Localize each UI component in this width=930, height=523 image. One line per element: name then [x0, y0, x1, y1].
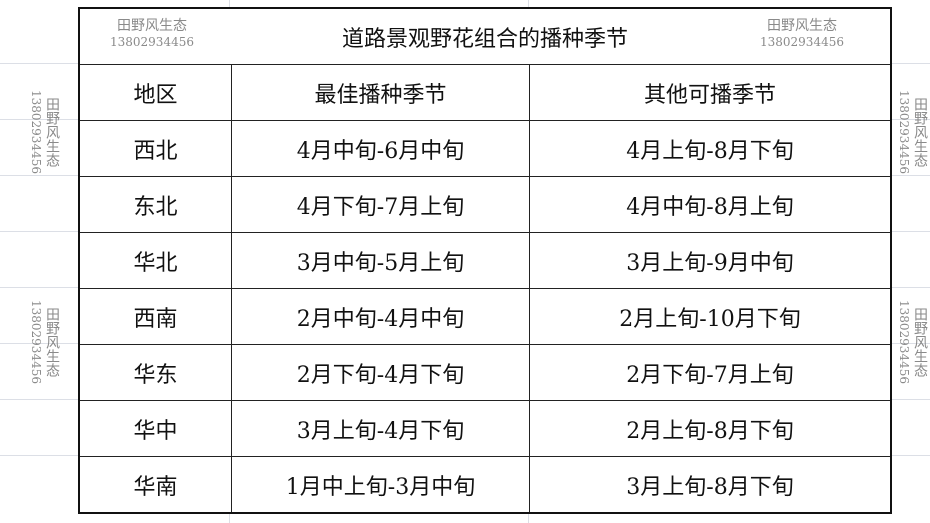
- header-row: 地区 最佳播种季节 其他可播季节: [78, 64, 892, 121]
- cell-best-season[interactable]: 2月中旬-4月中旬: [231, 288, 530, 345]
- table-row: 华北 3月中旬-5月上旬 3月上旬-9月中旬: [78, 232, 892, 289]
- cell-region[interactable]: 华南: [78, 456, 232, 514]
- watermark: 田野风生态 13802934456: [28, 300, 60, 384]
- title-row: 道路景观野花组合的播种季节: [78, 7, 892, 65]
- watermark: 田野风生态 13802934456: [896, 300, 928, 384]
- watermark-phone: 13802934456: [897, 90, 911, 174]
- cell-region[interactable]: 西南: [78, 288, 232, 345]
- cell-region[interactable]: 西北: [78, 120, 232, 177]
- cell-other-season[interactable]: 3月上旬-9月中旬: [529, 232, 892, 289]
- cell-best-season[interactable]: 3月上旬-4月下旬: [231, 400, 530, 457]
- cell-other-season[interactable]: 3月上旬-8月下旬: [529, 456, 892, 514]
- cell-best-season[interactable]: 2月下旬-4月下旬: [231, 344, 530, 401]
- cell-best-season[interactable]: 4月下旬-7月上旬: [231, 176, 530, 233]
- table-row: 华东 2月下旬-4月下旬 2月下旬-7月上旬: [78, 344, 892, 401]
- watermark-name: 田野风生态: [912, 306, 928, 377]
- cell-region[interactable]: 东北: [78, 176, 232, 233]
- watermark: 田野风生态 13802934456: [896, 90, 928, 174]
- header-other-season[interactable]: 其他可播季节: [529, 64, 892, 121]
- watermark: 田野风生态 13802934456: [28, 90, 60, 174]
- cell-other-season[interactable]: 2月下旬-7月上旬: [529, 344, 892, 401]
- cell-region[interactable]: 华东: [78, 344, 232, 401]
- header-region[interactable]: 地区: [78, 64, 232, 121]
- cell-best-season[interactable]: 1月中上旬-3月中旬: [231, 456, 530, 514]
- table-row: 西南 2月中旬-4月中旬 2月上旬-10月下旬: [78, 288, 892, 345]
- cell-region[interactable]: 华北: [78, 232, 232, 289]
- table-title[interactable]: 道路景观野花组合的播种季节: [78, 7, 892, 65]
- cell-region[interactable]: 华中: [78, 400, 232, 457]
- cell-other-season[interactable]: 4月中旬-8月上旬: [529, 176, 892, 233]
- header-best-season[interactable]: 最佳播种季节: [231, 64, 530, 121]
- cell-other-season[interactable]: 2月上旬-10月下旬: [529, 288, 892, 345]
- cell-best-season[interactable]: 3月中旬-5月上旬: [231, 232, 530, 289]
- watermark-name: 田野风生态: [912, 96, 928, 167]
- table-row: 东北 4月下旬-7月上旬 4月中旬-8月上旬: [78, 176, 892, 233]
- cell-other-season[interactable]: 4月上旬-8月下旬: [529, 120, 892, 177]
- table-row: 华中 3月上旬-4月下旬 2月上旬-8月下旬: [78, 400, 892, 457]
- watermark-phone: 13802934456: [29, 90, 43, 174]
- table-row: 华南 1月中上旬-3月中旬 3月上旬-8月下旬: [78, 456, 892, 514]
- cell-other-season[interactable]: 2月上旬-8月下旬: [529, 400, 892, 457]
- watermark-phone: 13802934456: [29, 300, 43, 384]
- table-row: 西北 4月中旬-6月中旬 4月上旬-8月下旬: [78, 120, 892, 177]
- watermark-phone: 13802934456: [897, 300, 911, 384]
- cell-best-season[interactable]: 4月中旬-6月中旬: [231, 120, 530, 177]
- sowing-season-table: 道路景观野花组合的播种季节 地区 最佳播种季节 其他可播季节 西北 4月中旬-6…: [78, 7, 892, 514]
- watermark-name: 田野风生态: [44, 306, 60, 377]
- watermark-name: 田野风生态: [44, 96, 60, 167]
